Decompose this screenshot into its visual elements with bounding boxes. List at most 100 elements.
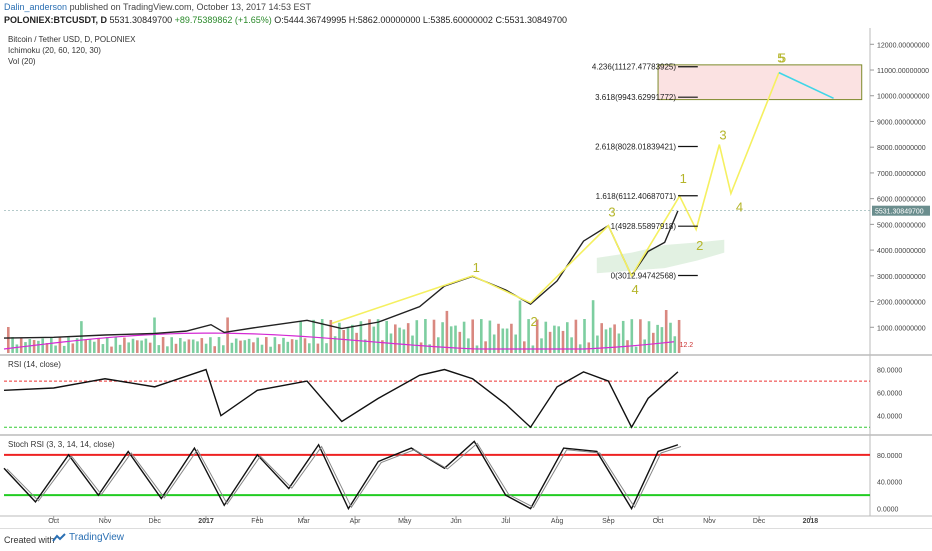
volume-bar xyxy=(88,339,92,353)
last-price: 5531.30849700 xyxy=(109,15,173,25)
author-link[interactable]: Dalin_anderson xyxy=(4,2,68,12)
volume-bar xyxy=(471,319,474,353)
volume-bar xyxy=(664,310,668,353)
volume-bar xyxy=(566,322,569,353)
volume-bar xyxy=(127,342,130,353)
volume-bar xyxy=(484,341,487,353)
volume-bar xyxy=(553,325,556,353)
volume-bar xyxy=(329,319,333,353)
volume-bar xyxy=(196,341,199,353)
rsi-tick-label: 60.0000 xyxy=(877,391,902,398)
volume-bar xyxy=(535,319,539,353)
chart-canvas[interactable]: 12000.0000000011000.0000000010000.000000… xyxy=(0,28,932,528)
volume-bar xyxy=(428,344,431,353)
volume-bar xyxy=(58,337,62,353)
price-tick-label: 7000.00000000 xyxy=(877,171,926,178)
volume-bar xyxy=(449,326,453,353)
time-tick-label: Mar xyxy=(298,518,311,525)
volume-bar xyxy=(273,337,277,353)
volume-bar xyxy=(217,337,221,353)
volume-bar xyxy=(148,342,152,353)
volume-bar xyxy=(230,342,234,353)
volume-bar xyxy=(191,339,195,353)
volume-bar xyxy=(260,344,264,353)
volume-bar xyxy=(458,331,462,353)
fib-level-label: 1(4928.55897918) xyxy=(611,222,677,231)
footer: Created with TradingView xyxy=(0,528,932,551)
stoch-d-line xyxy=(6,442,682,509)
projection-line xyxy=(778,71,834,100)
time-tick-label: Nov xyxy=(703,518,716,525)
volume-bar xyxy=(11,337,14,353)
volume-bar xyxy=(239,340,242,353)
volume-bar xyxy=(187,339,191,353)
volume-bar xyxy=(359,321,363,353)
volume-bar xyxy=(256,337,259,353)
volume-bar xyxy=(505,328,509,353)
stoch-title: Stoch RSI (3, 3, 14, 14, close) xyxy=(8,440,115,449)
volume-ma-line xyxy=(3,332,675,350)
volume-bar xyxy=(325,343,328,353)
fib-level-label: 1.618(6112.40687071) xyxy=(596,192,677,201)
volume-bar xyxy=(639,319,642,353)
volume-bar xyxy=(204,343,208,353)
volume-bar xyxy=(660,327,664,353)
volume-bar xyxy=(308,343,311,353)
volume-bar xyxy=(424,319,427,353)
volume-bar xyxy=(419,342,423,353)
volume-bar xyxy=(45,343,49,353)
price-line xyxy=(3,210,679,339)
volume-bar xyxy=(523,341,526,353)
price-change: +89.75389862 (+1.65%) xyxy=(174,15,272,25)
volume-bar xyxy=(609,327,612,353)
price-tick-label: 12000.00000000 xyxy=(877,42,930,49)
volume-bar xyxy=(402,329,406,353)
volume-bar xyxy=(37,340,40,353)
volume-bar xyxy=(669,322,672,353)
time-tick-label: Jul xyxy=(501,518,510,525)
volume-bar xyxy=(441,322,444,353)
fib-level-label: 0(3012.94742568) xyxy=(611,271,677,280)
volume-bar xyxy=(570,337,573,353)
volume-bar xyxy=(131,338,135,353)
tradingview-link[interactable]: TradingView xyxy=(52,532,124,543)
volume-bar xyxy=(587,342,591,353)
time-tick-label: Jun xyxy=(450,518,461,525)
volume-bar xyxy=(462,321,466,353)
volume-bar xyxy=(557,326,560,353)
volume-bar xyxy=(454,325,457,353)
price-tick-label: 4000.00000000 xyxy=(877,248,926,255)
volume-bar xyxy=(290,339,294,353)
volume-bar xyxy=(252,342,255,353)
volume-bar xyxy=(316,343,320,353)
time-tick-label: May xyxy=(398,518,412,525)
ohlc-values: O:5444.36749995 H:5862.00000000 L:5385.6… xyxy=(274,15,568,25)
volume-bar xyxy=(604,329,608,353)
volume-bar xyxy=(295,339,298,353)
volume-bar xyxy=(385,320,388,353)
rsi-tick-label: 80.0000 xyxy=(877,368,902,375)
volume-bar xyxy=(183,341,186,353)
volume-bar xyxy=(80,321,83,353)
volume-bar xyxy=(299,321,302,353)
brand-label: TradingView xyxy=(69,532,125,543)
wave-label: 4 xyxy=(632,282,639,297)
symbol-info: POLONIEX:BTCUSDT, D 5531.30849700 +89.75… xyxy=(4,15,567,25)
volume-bar xyxy=(7,327,10,353)
volume-bar xyxy=(415,320,419,353)
time-tick-label: Nov xyxy=(99,518,112,525)
published-text: published on TradingView.com, October 13… xyxy=(69,2,312,12)
volume-bar xyxy=(140,340,143,353)
volume-bar xyxy=(527,319,530,353)
volume-bar xyxy=(166,346,169,353)
volume-bar xyxy=(303,338,307,353)
fib-level-label: 4.236(11127.47783925) xyxy=(592,63,677,72)
volume-bar xyxy=(32,340,36,353)
volume-bar xyxy=(621,320,625,353)
time-tick-label: Oct xyxy=(653,518,664,525)
ichimoku-cloud xyxy=(596,239,725,274)
volume-bar xyxy=(312,319,315,353)
volume-bar xyxy=(338,322,341,353)
rsi-title: RSI (14, close) xyxy=(8,360,61,369)
volume-bar xyxy=(320,319,324,353)
